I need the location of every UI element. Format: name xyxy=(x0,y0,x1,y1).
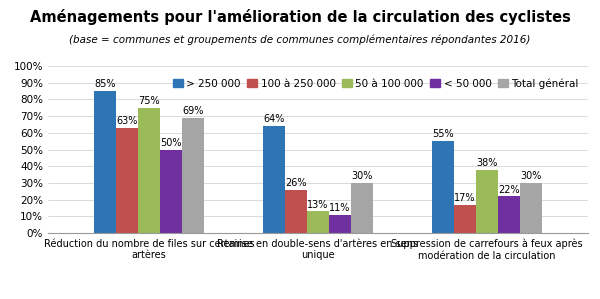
Text: 13%: 13% xyxy=(307,200,329,210)
Text: 85%: 85% xyxy=(95,79,116,89)
Text: 38%: 38% xyxy=(476,158,497,168)
Bar xyxy=(182,118,204,233)
Text: 50%: 50% xyxy=(160,138,182,148)
Bar xyxy=(160,150,182,233)
Bar xyxy=(432,141,454,233)
Bar xyxy=(351,183,373,233)
Bar xyxy=(454,205,476,233)
Bar xyxy=(498,196,520,233)
Bar xyxy=(263,126,285,233)
Text: 11%: 11% xyxy=(329,203,350,213)
Text: 69%: 69% xyxy=(182,106,204,116)
Text: Aménagements pour l'amélioration de la circulation des cyclistes: Aménagements pour l'amélioration de la c… xyxy=(29,9,571,25)
Text: 26%: 26% xyxy=(286,178,307,188)
Text: 64%: 64% xyxy=(263,115,285,124)
Text: 30%: 30% xyxy=(520,171,541,181)
Bar xyxy=(94,91,116,233)
Bar xyxy=(307,211,329,233)
Text: 17%: 17% xyxy=(454,193,476,203)
Bar xyxy=(116,128,138,233)
Bar xyxy=(520,183,542,233)
Bar xyxy=(329,215,351,233)
Bar xyxy=(476,170,498,233)
Legend: > 250 000, 100 à 250 000, 50 à 100 000, < 50 000, Total général: > 250 000, 100 à 250 000, 50 à 100 000, … xyxy=(169,74,583,93)
Text: 30%: 30% xyxy=(351,171,373,181)
Text: 63%: 63% xyxy=(116,116,138,126)
Text: 55%: 55% xyxy=(432,129,454,139)
Text: 22%: 22% xyxy=(498,185,520,195)
Bar xyxy=(138,108,160,233)
Text: (base = communes et groupements de communes complémentaires répondantes 2016): (base = communes et groupements de commu… xyxy=(70,34,530,45)
Bar xyxy=(285,190,307,233)
Text: 75%: 75% xyxy=(139,96,160,106)
